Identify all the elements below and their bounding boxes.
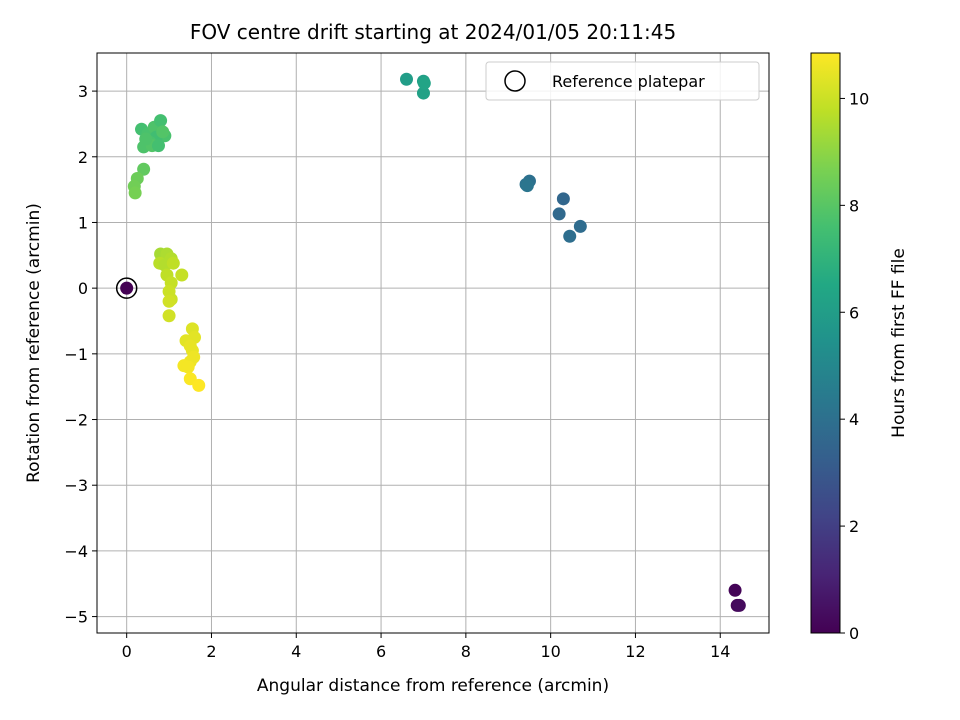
chart-title: FOV centre drift starting at 2024/01/05 …	[190, 20, 676, 44]
x-tick-label: 0	[122, 642, 132, 661]
data-point	[151, 139, 165, 153]
colorbar-tick-label: 2	[849, 517, 859, 536]
data-point	[732, 598, 746, 612]
data-point	[520, 179, 534, 193]
y-tick-label: −1	[64, 345, 88, 364]
reference-platepar-marker	[115, 277, 138, 299]
data-point	[162, 309, 176, 323]
y-tick-label: −5	[64, 608, 88, 627]
x-tick-label: 2	[206, 642, 216, 661]
data-point	[556, 192, 570, 206]
y-tick-label: 1	[78, 213, 88, 232]
legend-box	[485, 61, 760, 101]
colorbar-tick-label: 0	[849, 624, 859, 643]
colorbar-label: Hours from first FF file	[889, 248, 909, 438]
colorbar-tick-label: 10	[849, 89, 869, 108]
x-tick-label: 10	[540, 642, 560, 661]
data-point	[154, 114, 168, 128]
colorbar-tick-label: 4	[849, 410, 859, 429]
colorbar-gradient	[810, 52, 841, 634]
data-point	[181, 360, 195, 374]
data-point	[728, 583, 742, 597]
x-tick-label: 14	[710, 642, 730, 661]
y-tick-label: 2	[78, 148, 88, 167]
data-point	[552, 207, 566, 221]
x-tick-label: 12	[625, 642, 645, 661]
plot-frame	[96, 52, 770, 634]
data-point	[156, 125, 170, 139]
y-axis-ticks: −5 −4 −3 −2 −1 0 1 2 3	[64, 82, 97, 627]
colorbar-tick-label: 6	[849, 303, 859, 322]
data-point	[128, 186, 142, 200]
y-tick-label: 3	[78, 82, 88, 101]
y-tick-label: −2	[64, 411, 88, 430]
x-tick-label: 6	[376, 642, 386, 661]
data-point	[416, 86, 430, 100]
data-point	[192, 378, 206, 392]
colorbar-ticks: 0 2 4 6 8 10	[840, 89, 869, 643]
colorbar-tick-label: 8	[849, 196, 859, 215]
data-points	[120, 72, 746, 612]
data-point	[139, 132, 153, 146]
x-axis-label: Angular distance from reference (arcmin)	[257, 676, 609, 696]
data-point	[166, 256, 180, 270]
colorbar: 0 2 4 6 8 10 Hours from first FF file	[810, 52, 909, 643]
data-point	[563, 229, 577, 243]
data-point	[137, 162, 151, 176]
y-tick-label: −4	[64, 542, 88, 561]
data-point	[162, 294, 176, 308]
y-tick-label: −3	[64, 476, 88, 495]
x-tick-label: 4	[291, 642, 301, 661]
legend-marker-icon	[504, 70, 526, 92]
x-tick-label: 8	[461, 642, 471, 661]
y-tick-label: 0	[78, 279, 88, 298]
data-point	[400, 72, 414, 86]
y-axis-label: Rotation from reference (arcmin)	[24, 203, 44, 483]
grid-lines	[97, 53, 769, 633]
legend: Reference platepar	[485, 61, 760, 101]
data-point	[120, 281, 134, 295]
data-point	[417, 76, 431, 90]
data-point	[175, 268, 189, 282]
data-point	[573, 219, 587, 233]
legend-entry-reference-platepar: Reference platepar	[552, 72, 705, 91]
x-axis-ticks: 0 2 4 6 8 10 12 14	[122, 633, 730, 661]
